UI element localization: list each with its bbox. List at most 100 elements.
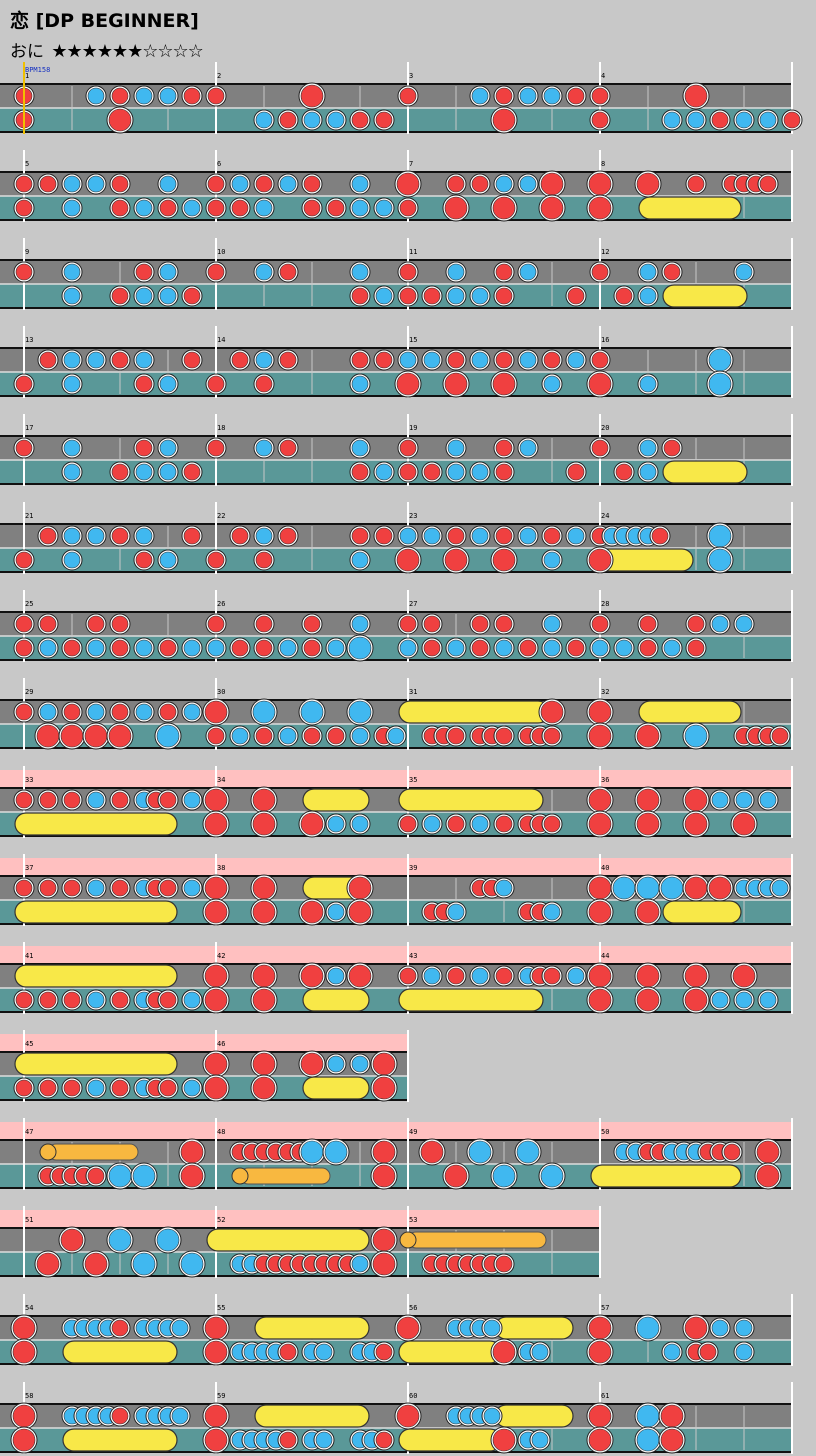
measure-number: 7 [409, 160, 413, 168]
balloon-roll [407, 1231, 547, 1249]
measure-number: 30 [217, 688, 225, 696]
gogo-band [0, 1122, 792, 1140]
drumroll [398, 988, 544, 1012]
chart-row: 25 26 27 28 [0, 590, 793, 662]
measure-number: 29 [25, 688, 33, 696]
measure-number: 24 [601, 512, 609, 520]
gogo-band [0, 770, 792, 788]
chart-row: 9 10 11 12 [0, 238, 793, 310]
balloon-note [399, 1231, 417, 1249]
gogo-band [0, 1034, 408, 1052]
measure-number: 46 [217, 1040, 225, 1048]
chart-row: 29 30 31 32 [0, 678, 793, 750]
drumroll [398, 788, 544, 812]
balloon-roll [239, 1167, 331, 1185]
measure-number: 27 [409, 600, 417, 608]
lane-top [0, 348, 792, 372]
chart-row: 5 6 7 8 [0, 150, 793, 222]
measure-number: 13 [25, 336, 33, 344]
drumroll [14, 812, 178, 836]
measure-number: 32 [601, 688, 609, 696]
measure-number: 11 [409, 248, 417, 256]
measure-number: 2 [217, 72, 221, 80]
measure-number: 16 [601, 336, 609, 344]
measure-number: 35 [409, 776, 417, 784]
measure-number: 23 [409, 512, 417, 520]
drumroll [638, 196, 742, 220]
measure-number: 45 [25, 1040, 33, 1048]
measure-number: 47 [25, 1128, 33, 1136]
measure-number: 19 [409, 424, 417, 432]
measure-number: 44 [601, 952, 609, 960]
measure-number: 50 [601, 1128, 609, 1136]
drumroll [14, 964, 178, 988]
chart-row: 21 22 23 24 [0, 502, 793, 574]
drumroll [662, 284, 748, 308]
difficulty-label: おに [10, 42, 44, 62]
measure-number: 1 [25, 72, 29, 80]
lane-top [0, 260, 792, 284]
drumroll [302, 988, 370, 1012]
gogo-band [0, 858, 792, 876]
measure-number: 12 [601, 248, 609, 256]
measure-number: 34 [217, 776, 225, 784]
lane-bottom [0, 460, 792, 484]
drumroll [302, 1076, 370, 1100]
gogo-band [0, 946, 792, 964]
measure-number: 28 [601, 600, 609, 608]
bpm-label: BPM158 [25, 66, 51, 74]
drumroll [254, 1316, 370, 1340]
lane-bottom [0, 284, 792, 308]
drumroll [14, 1052, 178, 1076]
drumroll [494, 1316, 574, 1340]
measure-number: 38 [217, 864, 225, 872]
measure-number: 22 [217, 512, 225, 520]
measure-number: 53 [409, 1216, 417, 1224]
measure-number: 61 [601, 1392, 609, 1400]
measure-number: 55 [217, 1304, 225, 1312]
chart-row: 41 42 43 44 [0, 942, 793, 1014]
measure-number: 25 [25, 600, 33, 608]
measure-number: 37 [25, 864, 33, 872]
chart-row: 45 46 [0, 1030, 409, 1102]
measure-number: 15 [409, 336, 417, 344]
measure-number: 6 [217, 160, 221, 168]
start-line [23, 62, 25, 134]
measure-number: 33 [25, 776, 33, 784]
measure-number: 54 [25, 1304, 33, 1312]
difficulty-stars: ★★★★★★☆☆☆☆ [51, 41, 203, 62]
drumroll [14, 900, 178, 924]
measure-number: 36 [601, 776, 609, 784]
chart-header: 恋 [DP BEGINNER] おに ★★★★★★☆☆☆☆ [0, 0, 816, 66]
drumroll [662, 460, 748, 484]
measure-number: 5 [25, 160, 29, 168]
lane-top [0, 612, 792, 636]
lane-top [0, 436, 792, 460]
measure-number: 40 [601, 864, 609, 872]
chart-row: 51 52 53 [0, 1206, 601, 1278]
difficulty-line: おに ★★★★★★☆☆☆☆ [10, 37, 204, 62]
measure-number: 17 [25, 424, 33, 432]
drumroll [62, 1428, 178, 1452]
measure-number: 60 [409, 1392, 417, 1400]
measure-number: 4 [601, 72, 605, 80]
measure-number: 59 [217, 1392, 225, 1400]
chart-row: 58 59 60 61 [0, 1382, 793, 1454]
measure-number: 10 [217, 248, 225, 256]
measure-number: 14 [217, 336, 225, 344]
measure-number: 26 [217, 600, 225, 608]
measure-number: 52 [217, 1216, 225, 1224]
lane-bottom [0, 636, 792, 660]
measure-number: 39 [409, 864, 417, 872]
drumroll [398, 700, 550, 724]
measure-number: 57 [601, 1304, 609, 1312]
drumroll [662, 900, 742, 924]
chart-row: 17 18 19 20 [0, 414, 793, 486]
measure-number: 18 [217, 424, 225, 432]
measure-number: 21 [25, 512, 33, 520]
measure-number: 51 [25, 1216, 33, 1224]
measure-number: 31 [409, 688, 417, 696]
drumroll [206, 1228, 370, 1252]
chart-row: 13 14 15 16 [0, 326, 793, 398]
